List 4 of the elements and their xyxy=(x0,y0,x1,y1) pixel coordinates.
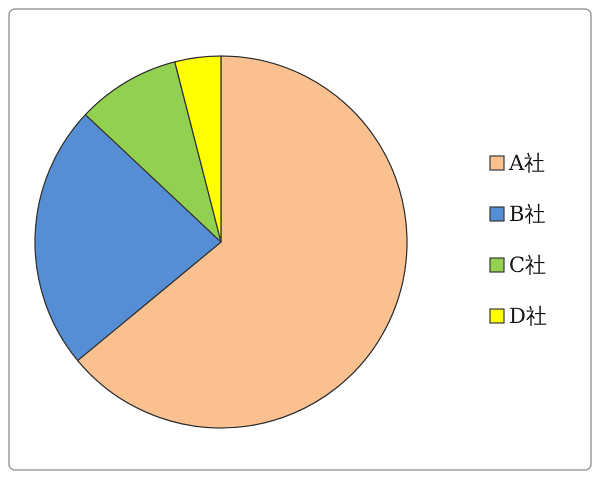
legend-label: D社 xyxy=(509,304,547,328)
legend-label: B社 xyxy=(509,202,546,226)
legend-label: C社 xyxy=(509,253,546,277)
legend-label: A社 xyxy=(508,151,546,175)
